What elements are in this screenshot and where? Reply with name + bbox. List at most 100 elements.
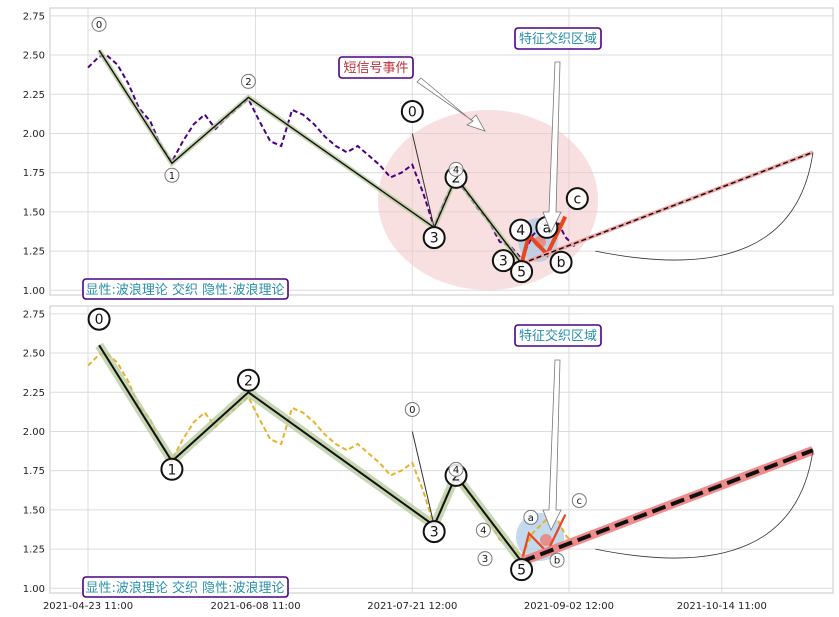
y-tick-label: 2.25 bbox=[23, 90, 45, 101]
wave-label-text: 2 bbox=[245, 77, 251, 88]
x-tick-label: 2021-06-08 11:00 bbox=[210, 601, 300, 612]
top-wave-lines bbox=[96, 48, 568, 266]
wave-label-1: 1 bbox=[160, 457, 184, 481]
short-signal-callout: 短信号事件 bbox=[338, 56, 414, 79]
wave-label-text: 3 bbox=[430, 231, 439, 247]
wave-label-3: 3 bbox=[477, 551, 493, 567]
wave-label-text: 3 bbox=[430, 525, 439, 541]
top-legend-box: 显性:波浪理论 交织 隐性:波浪理论 bbox=[82, 278, 289, 300]
y-tick-label: 1.25 bbox=[23, 545, 45, 556]
wave-label-text: 0 bbox=[409, 405, 415, 416]
wave-main-line bbox=[98, 49, 523, 265]
wave-label-text: b bbox=[557, 255, 566, 271]
y-tick-label: 2.50 bbox=[23, 51, 45, 62]
x-axis-ticks: 2021-04-23 11:00 2021-06-08 11:00 2021-07-… bbox=[43, 601, 767, 612]
bottom-legend-box: 显性:波浪理论 交织 隐性:波浪理论 bbox=[82, 576, 289, 598]
abc-correction-line bbox=[520, 514, 567, 562]
wave-label-text: c bbox=[573, 192, 581, 208]
bottom-region-arrow bbox=[542, 359, 562, 531]
bottom-region-callout: 特征交织区域 bbox=[514, 324, 602, 347]
y-tick-label: 1.50 bbox=[23, 207, 45, 218]
wave-label-3: 3 bbox=[491, 249, 515, 273]
wave-label-b: b bbox=[549, 250, 573, 274]
short-signal-arrow bbox=[416, 77, 486, 132]
top-region-label: 特征交织区域 bbox=[519, 31, 597, 47]
top-legend-text: 显性:波浪理论 交织 隐性:波浪理论 bbox=[85, 282, 284, 298]
wave-label-text: 3 bbox=[499, 254, 508, 270]
y-tick-label: 1.75 bbox=[23, 168, 45, 179]
y-tick-label: 2.75 bbox=[23, 309, 45, 320]
top-region-callout: 特征交织区域 bbox=[514, 27, 602, 50]
forecast-arc bbox=[595, 450, 814, 559]
wave-label-0: 0 bbox=[404, 401, 420, 417]
x-tick-label: 2021-07-21 12:00 bbox=[367, 601, 457, 612]
bottom-wave-labels: 0120324435abc bbox=[87, 307, 587, 582]
wave-label-c: c bbox=[565, 187, 589, 211]
wave-label-4: 4 bbox=[448, 461, 464, 477]
wave-label-text: 0 bbox=[408, 104, 417, 120]
top-panel: 1.001.251.501.752.002.252.502.75 0120324… bbox=[23, 7, 834, 300]
x-tick-label: 2021-04-23 11:00 bbox=[43, 601, 133, 612]
wave-label-text: 2 bbox=[452, 170, 461, 186]
wave-label-0: 0 bbox=[91, 16, 107, 32]
y-tick-label: 1.50 bbox=[23, 505, 45, 516]
wave-label-text: 4 bbox=[453, 165, 459, 176]
wave-label-1: 1 bbox=[164, 167, 180, 183]
y-tick-label: 2.50 bbox=[23, 349, 45, 360]
wave-label-text: c bbox=[577, 496, 583, 507]
wave-label-text: 3 bbox=[482, 554, 488, 565]
wave-label-text: 4 bbox=[453, 465, 459, 476]
forecast-line bbox=[520, 448, 814, 564]
bottom-legend-text: 显性:波浪理论 交织 隐性:波浪理论 bbox=[85, 580, 284, 596]
short-signal-label: 短信号事件 bbox=[343, 61, 408, 76]
y-tick-label: 1.75 bbox=[23, 466, 45, 477]
wave-label-0: 0 bbox=[87, 307, 111, 331]
y-tick-label: 1.00 bbox=[23, 286, 45, 297]
wave-label-text: 5 bbox=[517, 563, 526, 579]
forecast-arc bbox=[595, 152, 814, 261]
wave-label-5: 5 bbox=[510, 558, 534, 582]
top-y-ticks: 1.00 1.25 1.50 1.75 2.00 2.25 2.50 2.75 bbox=[23, 11, 45, 296]
wave-label-4: 4 bbox=[509, 218, 533, 242]
wave-label-text: b bbox=[554, 556, 560, 567]
wave-secondary-line bbox=[411, 133, 435, 228]
wave-label-text: 1 bbox=[167, 462, 176, 478]
wave-label-text: a bbox=[528, 513, 534, 524]
y-tick-label: 2.75 bbox=[23, 11, 45, 22]
bottom-panel: 1.001.251.501.752.002.252.502.75 0120324… bbox=[23, 305, 834, 598]
bottom-wave-lines bbox=[95, 342, 567, 565]
wave-label-3: 3 bbox=[422, 520, 446, 544]
wave-label-4: 4 bbox=[475, 522, 491, 538]
forecast-line bbox=[521, 151, 814, 265]
wave-label-text: 2 bbox=[244, 373, 253, 389]
x-tick-label: 2021-09-02 12:00 bbox=[524, 601, 614, 612]
top-region-arrow bbox=[542, 61, 562, 233]
wave-label-text: 4 bbox=[480, 526, 486, 537]
wave-label-2: 2 bbox=[236, 368, 260, 392]
wave-label-c: c bbox=[571, 493, 587, 509]
wave-label-text: 4 bbox=[516, 223, 525, 239]
wave-secondary-line bbox=[411, 431, 435, 526]
wave-main-line bbox=[98, 344, 523, 563]
y-tick-label: 2.00 bbox=[23, 129, 45, 140]
y-tick-label: 1.25 bbox=[23, 247, 45, 258]
bottom-forecast bbox=[519, 446, 815, 566]
wave-label-4: 4 bbox=[448, 161, 464, 177]
y-tick-label: 1.00 bbox=[23, 584, 45, 595]
top-forecast bbox=[520, 150, 814, 266]
wave-label-2: 2 bbox=[240, 73, 256, 89]
wave-label-text: 0 bbox=[96, 20, 102, 31]
bottom-region-label: 特征交织区域 bbox=[519, 328, 597, 344]
wave-label-a: a bbox=[523, 509, 539, 525]
x-tick-label: 2021-10-14 11:00 bbox=[677, 601, 767, 612]
wave-label-3: 3 bbox=[422, 226, 446, 250]
wave-label-5: 5 bbox=[510, 260, 534, 284]
bottom-region-core bbox=[540, 534, 552, 546]
wave-label-text: 5 bbox=[517, 265, 526, 281]
y-tick-label: 2.25 bbox=[23, 388, 45, 399]
wave-label-text: 1 bbox=[169, 171, 175, 182]
wave-label-b: b bbox=[549, 552, 565, 568]
bottom-y-ticks: 1.00 1.25 1.50 1.75 2.00 2.25 2.50 2.75 bbox=[23, 309, 45, 594]
